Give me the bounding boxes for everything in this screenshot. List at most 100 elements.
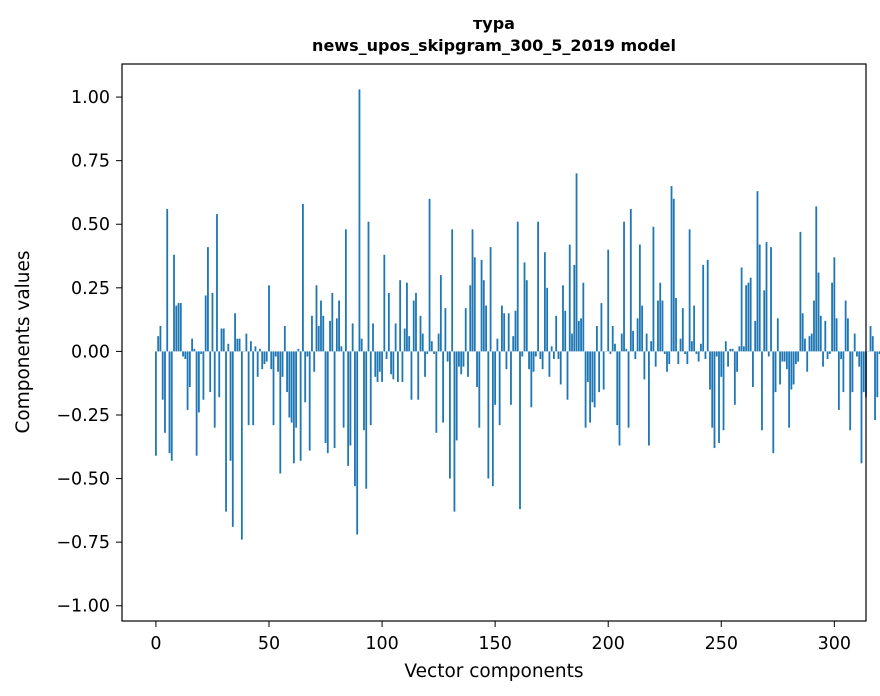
bar	[736, 351, 739, 372]
y-tick-label: 0.75	[71, 152, 110, 172]
x-tick-label: 50	[258, 634, 280, 654]
bar	[709, 351, 711, 390]
bar	[731, 348, 734, 352]
bar	[657, 300, 659, 352]
bar	[227, 343, 230, 352]
bar	[326, 351, 329, 454]
bar	[833, 257, 836, 352]
bar	[458, 351, 460, 367]
bar	[245, 333, 248, 352]
chart-title: тура	[473, 14, 515, 33]
bar	[618, 351, 621, 446]
y-tick-label: −0.25	[56, 406, 110, 426]
bar	[638, 244, 641, 352]
bar	[460, 351, 463, 375]
bar	[541, 351, 544, 370]
bar	[419, 315, 422, 352]
bar	[634, 351, 637, 360]
bar	[767, 351, 770, 357]
bar	[439, 275, 442, 352]
bar	[573, 264, 576, 352]
bar	[792, 351, 795, 385]
bar	[616, 351, 619, 426]
bar	[494, 351, 497, 405]
bar	[754, 320, 757, 352]
bar	[256, 351, 259, 377]
bar	[202, 351, 205, 400]
bar	[317, 325, 320, 352]
bar	[831, 282, 833, 352]
bar	[365, 351, 368, 489]
bar	[706, 259, 709, 352]
bar	[372, 323, 374, 352]
bar	[869, 325, 872, 352]
bar	[498, 351, 501, 426]
bar	[213, 351, 216, 428]
bar	[476, 351, 478, 388]
bar	[157, 336, 160, 352]
bar	[697, 351, 700, 362]
bar	[417, 351, 420, 400]
bar	[715, 351, 718, 357]
bar	[299, 351, 302, 461]
bar	[340, 346, 343, 352]
bar	[648, 351, 650, 446]
bar	[453, 351, 456, 512]
bar	[426, 351, 429, 354]
bar	[394, 323, 397, 352]
bar	[627, 351, 630, 428]
bar	[421, 333, 424, 352]
bar	[858, 351, 861, 367]
bar	[593, 351, 596, 408]
bar	[853, 333, 856, 352]
bars-group	[155, 89, 880, 540]
x-tick-label: 200	[591, 634, 624, 654]
bar	[523, 262, 526, 352]
bar	[595, 325, 598, 352]
bar	[166, 208, 169, 352]
bar	[191, 338, 194, 352]
bar	[742, 346, 745, 352]
y-axis-ticks: −1.00 −0.75 −0.50 −0.25 0.00 0.25 0.50 0.75 1.00	[56, 88, 122, 617]
bar	[263, 351, 266, 365]
bar	[236, 338, 239, 352]
bar	[351, 323, 354, 352]
bar	[528, 351, 530, 370]
bar	[577, 320, 580, 352]
y-tick-label: −1.00	[56, 597, 110, 617]
bar	[564, 310, 567, 352]
bar	[200, 351, 203, 354]
bar	[804, 338, 806, 352]
bar	[765, 242, 768, 352]
bar	[713, 351, 716, 449]
bar	[600, 303, 603, 352]
bar	[177, 303, 180, 352]
bar	[503, 313, 506, 352]
bar	[302, 203, 304, 352]
bar	[259, 348, 261, 352]
bar	[824, 320, 827, 352]
bar	[808, 336, 811, 352]
bar	[207, 247, 209, 352]
bar	[704, 351, 707, 360]
bar	[383, 254, 386, 352]
bar	[555, 315, 558, 352]
bar	[813, 300, 815, 352]
bar	[747, 282, 750, 352]
bar	[170, 351, 173, 461]
bar	[286, 351, 288, 393]
bar	[354, 351, 356, 487]
bar	[516, 221, 519, 352]
bar	[779, 351, 781, 385]
bar	[451, 229, 454, 352]
bar	[315, 285, 318, 352]
bar	[247, 351, 250, 426]
bar	[159, 325, 162, 352]
bar	[650, 341, 653, 352]
bar	[733, 351, 736, 405]
bar	[173, 254, 175, 352]
bar	[550, 346, 553, 352]
bar	[745, 285, 748, 352]
bar	[265, 351, 268, 362]
